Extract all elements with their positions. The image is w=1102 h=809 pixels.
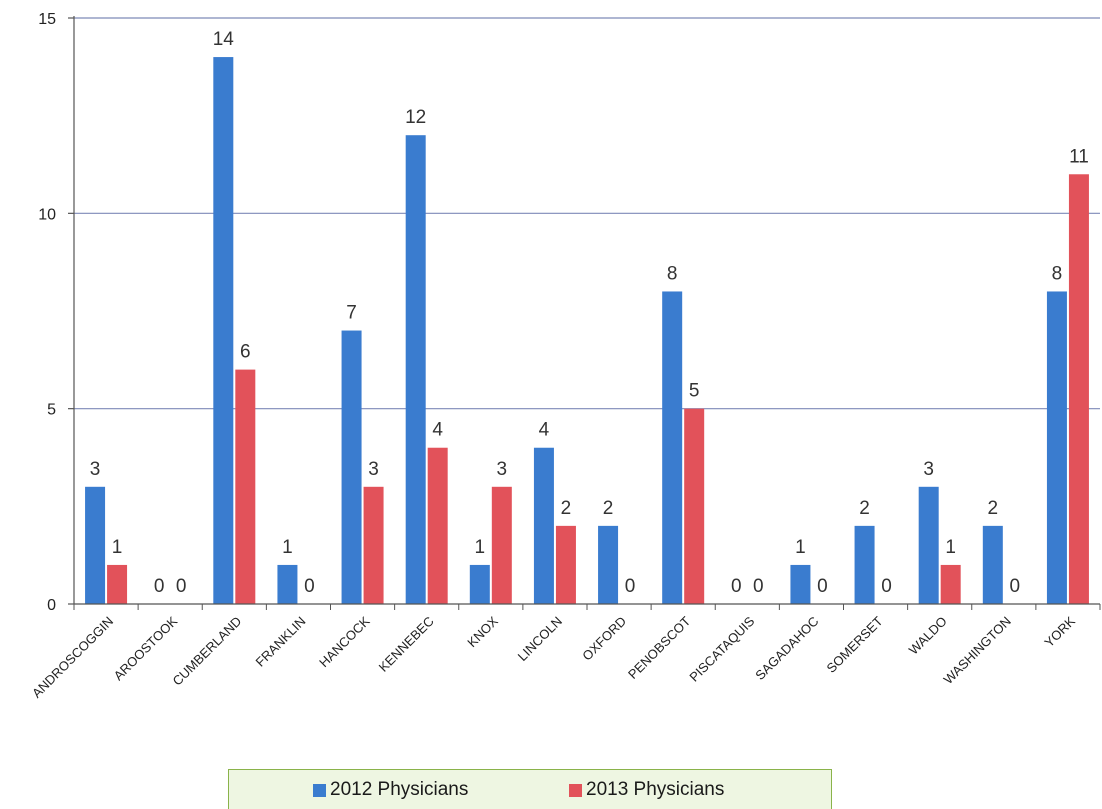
axes (68, 16, 1101, 610)
y-tick-label: 10 (38, 206, 56, 223)
data-label: 1 (282, 537, 293, 558)
bar-2012-oxford (598, 525, 619, 604)
data-label: 3 (923, 459, 934, 480)
data-label: 2 (859, 498, 870, 519)
bar-2013-kennebec (427, 447, 448, 604)
x-tick-label: SAGADAHOC (752, 614, 821, 683)
legend-item-2013: 2013 Physicians (569, 778, 724, 802)
bar-2012-knox (469, 564, 490, 604)
data-label: 0 (176, 576, 187, 597)
bar-2012-lincoln (533, 447, 554, 604)
data-label: 3 (497, 459, 508, 480)
y-axis-tick-labels: 0 5 10 15 (38, 11, 56, 614)
bar-2012-cumberland (213, 57, 234, 605)
x-tick-label: YORK (1041, 613, 1078, 650)
bar-2012-kennebec (405, 135, 426, 604)
bar-2013-cumberland (235, 369, 256, 604)
data-label: 2 (561, 498, 572, 519)
data-label: 0 (625, 576, 636, 597)
legend-item-2012: 2012 Physicians (313, 778, 468, 802)
data-label: 2 (988, 498, 999, 519)
y-tick-label: 5 (47, 402, 56, 419)
bar-2012-androscoggin (85, 486, 106, 604)
data-label: 1 (945, 537, 956, 558)
legend: 2012 Physicians 2013 Physicians (228, 769, 832, 809)
x-tick-label: FRANKLIN (252, 614, 308, 670)
data-label: 1 (795, 537, 806, 558)
data-label: 0 (881, 576, 892, 597)
x-tick-label: KENNEBEC (376, 614, 437, 675)
data-label: 0 (753, 576, 764, 597)
bar-2012-sagadahoc (790, 564, 811, 604)
x-tick-label: WALDO (906, 614, 950, 658)
y-tick-label: 15 (38, 11, 56, 28)
bar-2013-waldo (940, 564, 961, 604)
bar-2012-washington (982, 525, 1003, 604)
data-label: 8 (667, 263, 678, 284)
bars (85, 57, 1089, 605)
x-tick-label: HANCOCK (316, 613, 373, 670)
bar-2012-somerset (854, 525, 875, 604)
y-tick-label: 0 (47, 597, 56, 614)
data-label: 2 (603, 498, 614, 519)
data-label: 3 (90, 459, 101, 480)
x-tick-label: OXFORD (579, 614, 629, 664)
x-tick-label: AROOSTOOK (111, 613, 181, 683)
bar-2013-knox (491, 486, 512, 604)
x-tick-label: PISCATAQUIS (686, 613, 757, 684)
x-tick-label: ANDROSCOGGIN (29, 614, 116, 701)
data-label: 4 (539, 420, 550, 441)
bar-2013-androscoggin (107, 564, 128, 604)
x-tick-label: LINCOLN (515, 614, 565, 664)
bar-2013-penobscot (684, 408, 705, 604)
data-label: 14 (213, 29, 235, 50)
data-label: 7 (346, 303, 357, 324)
data-label: 4 (432, 420, 443, 441)
x-tick-label: KNOX (464, 613, 501, 650)
bar-2013-york (1068, 174, 1089, 604)
data-label: 0 (304, 576, 315, 597)
bar-2012-waldo (918, 486, 939, 604)
data-label: 6 (240, 342, 251, 363)
data-label: 1 (112, 537, 123, 558)
data-label: 5 (689, 381, 700, 402)
legend-swatch-2013 (569, 783, 582, 797)
bar-2012-hancock (341, 330, 362, 604)
data-label: 3 (368, 459, 379, 480)
data-label: 0 (731, 576, 742, 597)
data-label: 11 (1069, 146, 1089, 167)
x-tick-label: CUMBERLAND (169, 614, 244, 689)
data-label: 0 (817, 576, 828, 597)
legend-label-2012: 2012 Physicians (330, 779, 469, 800)
bar-2012-york (1046, 291, 1067, 604)
x-tick-label: PENOBSCOT (625, 613, 693, 681)
bar-2013-hancock (363, 486, 384, 604)
data-label: 1 (475, 537, 486, 558)
data-label: 0 (154, 576, 165, 597)
bar-2013-lincoln (555, 525, 576, 604)
x-tick-label: WASHINGTON (941, 614, 1014, 687)
bar-2012-penobscot (662, 291, 683, 604)
legend-swatch-2012 (313, 783, 326, 797)
data-label: 12 (405, 107, 426, 128)
data-label: 8 (1052, 263, 1063, 284)
data-label: 0 (1010, 576, 1021, 597)
legend-label-2013: 2013 Physicians (586, 779, 725, 800)
bar-2012-franklin (277, 564, 298, 604)
x-tick-label: SOMERSET (823, 613, 885, 675)
